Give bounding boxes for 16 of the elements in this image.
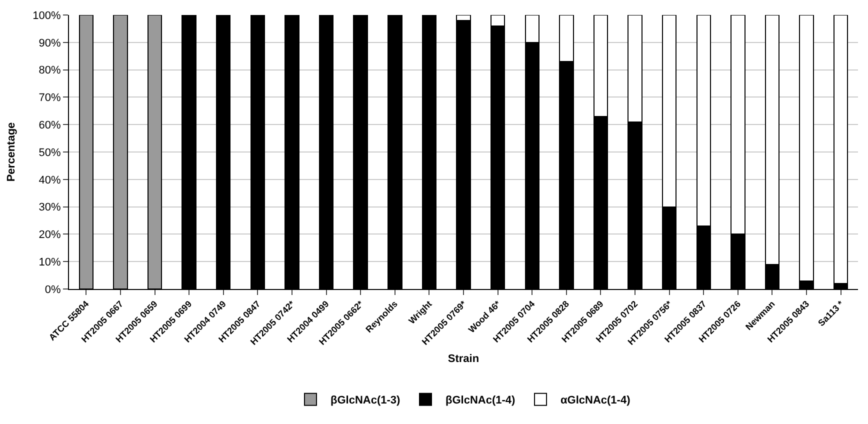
- y-tick-label: 70%: [38, 92, 62, 104]
- y-tick-label: 100%: [32, 10, 62, 22]
- legend-label: βGlcNAc(1-4): [446, 394, 516, 407]
- y-tick-label: 0%: [44, 284, 62, 296]
- legend-label: βGlcNAc(1-3): [330, 394, 401, 407]
- y-tick-label: 50%: [38, 146, 62, 159]
- legend-label: αGlcNAc(1-4): [560, 394, 631, 407]
- y-tick-label: 30%: [38, 202, 62, 214]
- y-tick-label: 80%: [38, 64, 62, 77]
- y-axis-title: Percentage: [5, 122, 18, 182]
- x-axis-title: Strain: [448, 353, 480, 366]
- y-tick-label: 40%: [38, 174, 62, 186]
- y-tick-label: 60%: [38, 119, 62, 132]
- y-tick-label: 20%: [38, 229, 62, 242]
- y-tick-label: 90%: [38, 37, 62, 50]
- y-tick-label: 10%: [38, 256, 62, 268]
